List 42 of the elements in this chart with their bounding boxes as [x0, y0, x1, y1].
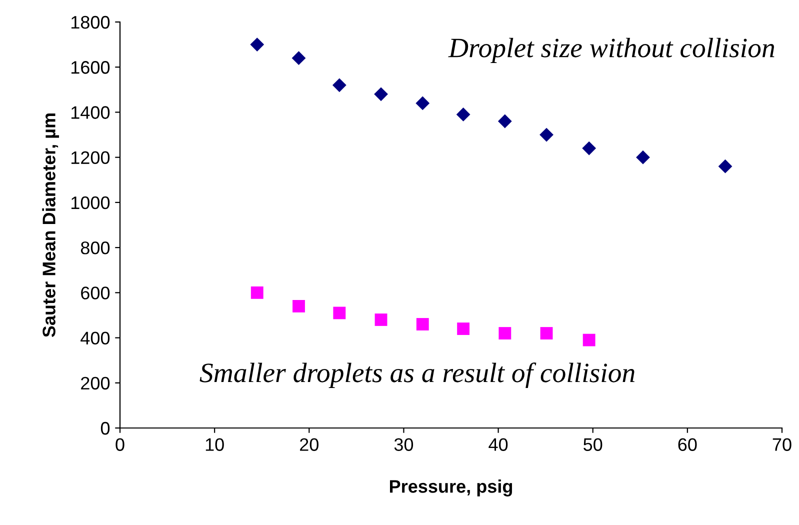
y-tick-label: 0: [100, 422, 110, 435]
y-tick-label: 1600: [71, 61, 110, 74]
y-tick-label: 1200: [71, 151, 110, 164]
point: [582, 141, 596, 156]
annotation: Droplet size without collision: [448, 38, 774, 64]
x-tick-label: 0: [116, 438, 124, 451]
point: [332, 78, 346, 92]
x-tick-label: 50: [584, 438, 602, 451]
point: [582, 334, 596, 346]
y-tick-label: 1000: [71, 196, 110, 210]
x-tick-label: 20: [300, 438, 318, 451]
point: [540, 327, 553, 340]
point: [498, 114, 512, 128]
y-tick-label: 1400: [71, 106, 110, 119]
point: [250, 286, 264, 299]
point: [333, 306, 346, 320]
x-tick-label: 40: [488, 438, 508, 451]
x-axis-title: Pressure, psig: [390, 480, 512, 496]
point: [718, 159, 732, 174]
point: [457, 322, 470, 335]
point: [416, 96, 430, 110]
point: [374, 314, 388, 326]
y-tick-label: 200: [81, 376, 110, 390]
y-axis-title: Sauter Mean Diameter, µm: [42, 114, 60, 338]
point: [498, 327, 512, 340]
annotation: Smaller droplets as a result of collision: [200, 362, 634, 388]
y-tick-label: 400: [80, 332, 110, 344]
x-tick-label: 60: [678, 438, 697, 451]
point: [292, 300, 305, 312]
x-tick-label: 10: [206, 438, 224, 451]
y-tick-label: 800: [80, 241, 110, 254]
point: [250, 38, 264, 52]
point: [292, 51, 306, 66]
x-tick-label: 70: [772, 438, 792, 451]
point: [416, 318, 429, 330]
y-tick-label: 600: [81, 286, 110, 300]
point: [456, 108, 470, 122]
point: [374, 87, 388, 102]
point: [636, 150, 650, 164]
x-tick-label: 30: [394, 438, 414, 451]
y-tick-label: 1800: [71, 16, 110, 29]
point: [540, 128, 554, 142]
